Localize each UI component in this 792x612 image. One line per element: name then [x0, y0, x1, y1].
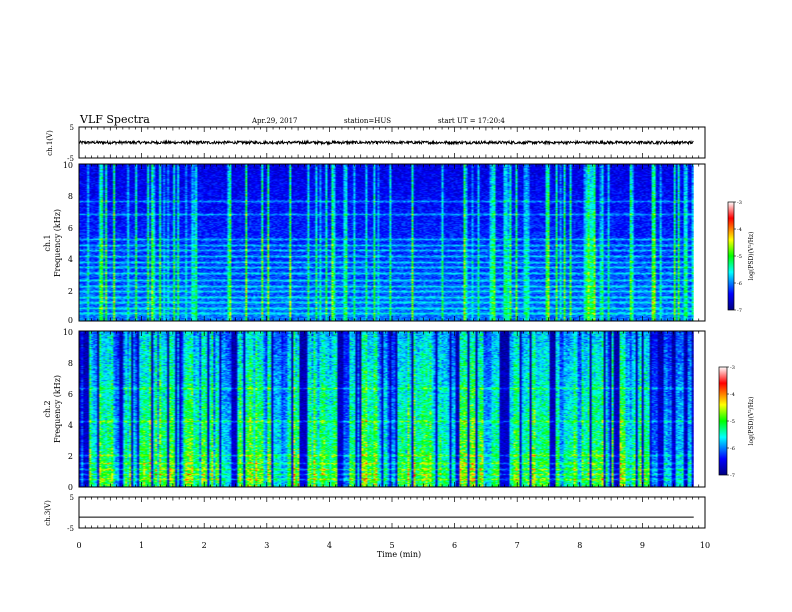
time-tick-label: 9: [640, 541, 645, 550]
figure-title: VLF Spectra: [79, 113, 150, 126]
ch2-spectrogram-yticks: 0 2 4 6 8 10: [63, 328, 73, 492]
ch2-freq-tick-2: 2: [68, 452, 73, 461]
ch1-spectrogram-ylabel-channel: ch.1: [43, 234, 52, 251]
colorbar-tick-label: -6: [737, 281, 742, 287]
ch2-spectrogram-ticks: [78, 331, 706, 487]
time-tick-label: 8: [577, 541, 582, 550]
colorbar-tick-label: -4: [737, 227, 742, 233]
time-tick-label: 2: [202, 541, 207, 550]
ch1-freq-tick-8: 8: [68, 192, 73, 201]
ch3-ytick-top: 5: [70, 494, 74, 502]
time-tick-label: 10: [700, 541, 710, 550]
ch1-ytick-bottom: -5: [67, 155, 74, 163]
time-tick-label: 6: [452, 541, 457, 550]
ch2-freq-tick-8: 8: [68, 359, 73, 368]
ch1-spectrogram-ticks: [78, 164, 706, 321]
ch2-freq-tick-10: 10: [63, 328, 73, 337]
ch2-spectrogram-ylabel-frequency: Frequency (kHz): [53, 375, 62, 443]
time-tick-label: 4: [327, 541, 332, 550]
ch3-waveform-ylabel: ch.3(V): [44, 500, 52, 526]
ch1-waveform-trace: [78, 139, 694, 146]
time-tick-label: 0: [76, 541, 81, 550]
ch1-waveform-ticks: [78, 127, 706, 158]
ch3-waveform-frame: [78, 496, 706, 529]
ch1-colorbar: [727, 201, 735, 311]
time-axis-label: Time (min): [377, 550, 421, 559]
ch2-colorbar-ticks: -3 -4 -5 -6 -7: [727, 365, 735, 479]
start-time-label: start UT = 17:20:4: [438, 117, 505, 125]
ch2-spectrogram-ylabel-channel: ch.2: [43, 400, 52, 417]
ch1-freq-tick-4: 4: [68, 255, 73, 264]
ch3-waveform-ticks: [78, 497, 706, 528]
ch2-spectrogram-panel: 0 2 4 6 8 10 ch.2 Frequency (kHz) -3 -4 -5…: [43, 328, 755, 492]
time-tick-label: 7: [515, 541, 520, 550]
ch2-spectrogram-image: [79, 331, 694, 487]
colorbar-tick-label: -5: [737, 254, 742, 260]
ch1-ytick-top: 5: [70, 124, 74, 132]
ch3-waveform-panel: 5 -5 ch.3(V): [44, 494, 706, 533]
ch2-colorbar-label: log(PSD)(V²/Hz): [748, 397, 755, 446]
ch2-colorbar: [718, 366, 728, 476]
colorbar-tick-label: -3: [730, 365, 735, 371]
ch2-freq-tick-4: 4: [68, 421, 73, 430]
ch1-spectrogram-image: [79, 164, 694, 321]
ch1-colorbar-label: log(PSD)(V²/Hz): [748, 232, 755, 281]
time-axis-tick-labels: 0 1 2 3 4 5 6 7 8 9 10: [76, 541, 710, 550]
ch1-spectrogram-panel: 0 2 4 6 8 10 ch.1 Frequency (kHz) -3 -4 -5…: [43, 161, 755, 325]
colorbar-tick-label: -5: [730, 419, 735, 425]
date-label: Apr.29, 2017: [251, 117, 298, 125]
ch1-freq-tick-0: 0: [68, 316, 73, 325]
ch1-spectrogram-ylabel-frequency: Frequency (kHz): [53, 209, 62, 277]
ch1-freq-tick-10: 10: [63, 161, 73, 170]
ch1-spectrogram-yticks: 0 2 4 6 8 10: [63, 161, 73, 325]
colorbar-tick-label: -6: [730, 446, 735, 452]
colorbar-tick-label: -3: [737, 200, 742, 206]
time-tick-label: 1: [139, 541, 144, 550]
ch1-freq-tick-2: 2: [68, 287, 73, 296]
ch1-waveform-panel: 5 -5 ch.1(V): [46, 124, 706, 163]
ch1-waveform-ylabel: ch.1(V): [46, 130, 54, 156]
station-label: station=HUS: [344, 117, 391, 125]
time-tick-label: 5: [389, 541, 394, 550]
ch3-ytick-bottom: -5: [67, 525, 74, 533]
ch1-freq-tick-6: 6: [68, 224, 73, 233]
time-tick-label: 3: [264, 541, 269, 550]
colorbar-tick-label: -7: [737, 308, 742, 314]
colorbar-tick-label: -4: [730, 392, 735, 398]
ch2-freq-tick-6: 6: [68, 390, 73, 399]
header: VLF Spectra Apr.29, 2017 station=HUS sta…: [79, 113, 505, 126]
ch1-colorbar-ticks: -3 -4 -5 -6 -7: [734, 200, 742, 314]
colorbar-tick-label: -7: [730, 473, 735, 479]
ch2-freq-tick-0: 0: [68, 483, 73, 492]
